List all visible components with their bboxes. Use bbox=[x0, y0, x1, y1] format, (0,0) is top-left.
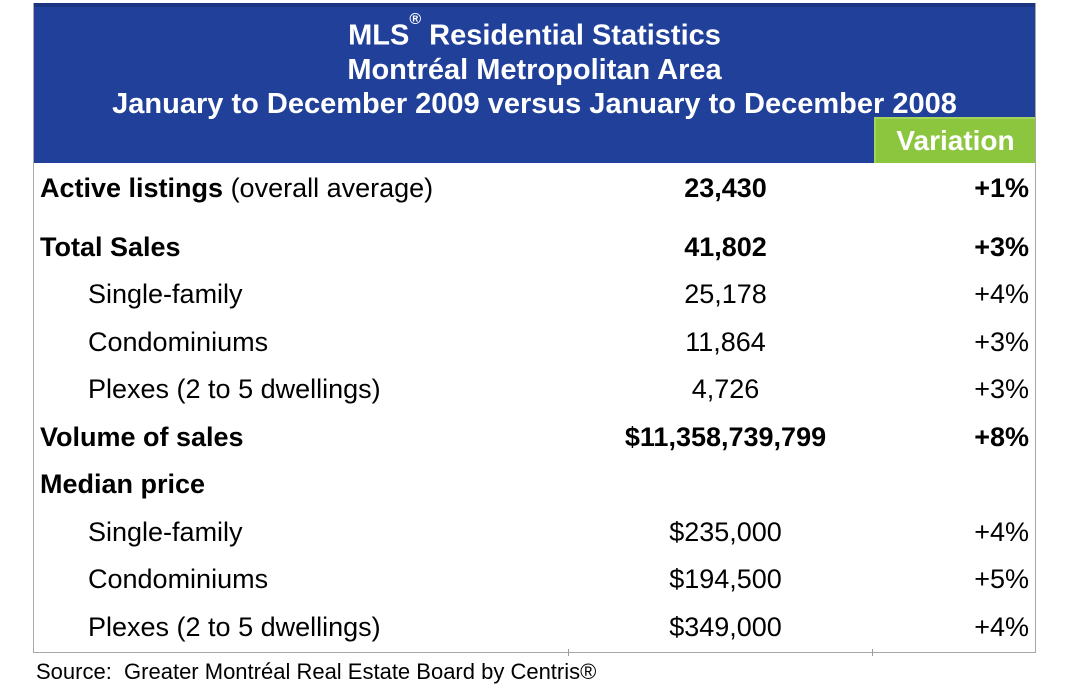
registered-trademark-sup: ® bbox=[409, 11, 422, 28]
table-row-sales-condominiums: Condominiums 11,864 +3% bbox=[34, 319, 1035, 367]
value-cell: 41,802 bbox=[684, 231, 767, 262]
row-label-cell: Median price bbox=[34, 469, 574, 500]
title-line-2: Montréal Metropolitan Area bbox=[347, 53, 722, 86]
variation-cell: +3% bbox=[974, 374, 1029, 405]
value-cell: 25,178 bbox=[684, 279, 767, 310]
row-label-cell: Plexes (2 to 5 dwellings) bbox=[34, 612, 574, 643]
table-row-median-condominiums: Condominiums $194,500 +5% bbox=[34, 556, 1035, 604]
table-row-sales-plexes: Plexes (2 to 5 dwellings) 4,726 +3% bbox=[34, 366, 1035, 414]
value-cell: 11,864 bbox=[685, 326, 766, 357]
mls-statistics-table: MLS® Residential Statistics Montréal Met… bbox=[33, 3, 1036, 656]
source-note: Source: Greater Montréal Real Estate Boa… bbox=[36, 659, 597, 684]
row-label: Total Sales bbox=[40, 231, 181, 262]
variation-cell: +3% bbox=[974, 231, 1029, 262]
title-line-1: MLS® Residential Statistics bbox=[34, 11, 1035, 53]
row-label: Active listings bbox=[40, 173, 224, 204]
table-header: MLS® Residential Statistics Montréal Met… bbox=[34, 3, 1035, 163]
variation-cell: +4% bbox=[974, 279, 1029, 310]
row-label: Single-family bbox=[88, 279, 243, 310]
table-row-median-plexes: Plexes (2 to 5 dwellings) $349,000 +4% bbox=[34, 604, 1035, 652]
title-line-3: January to December 2009 versus January … bbox=[112, 87, 957, 120]
row-label: Median price bbox=[40, 469, 206, 500]
value-cell: $194,500 bbox=[669, 564, 782, 595]
value-cell: $11,358,739,799 bbox=[624, 421, 827, 452]
table-row-total-sales: Total Sales 41,802 +3% bbox=[34, 224, 1035, 272]
variation-column-header: Variation bbox=[874, 117, 1035, 163]
title-residential: Residential Statistics bbox=[421, 19, 721, 52]
table-row-median-single-family: Single-family $235,000 +4% bbox=[34, 509, 1035, 557]
row-label: Volume of sales bbox=[40, 421, 244, 452]
value-cell: 4,726 bbox=[691, 374, 760, 405]
row-label-cell: Single-family bbox=[34, 279, 574, 310]
table-body: Active listings (overall average) 23,430… bbox=[34, 163, 1035, 651]
title-mls: MLS bbox=[348, 19, 410, 52]
value-cell: $349,000 bbox=[669, 611, 782, 642]
value-cell: 23,430 bbox=[684, 173, 767, 204]
table-row-volume-of-sales: Volume of sales $11,358,739,799 +8% bbox=[34, 414, 1035, 462]
row-label-cell: Total Sales bbox=[34, 232, 574, 263]
value-cell: $235,000 bbox=[669, 516, 782, 547]
variation-cell: +1% bbox=[974, 173, 1029, 204]
row-label-cell: Single-family bbox=[34, 517, 574, 548]
table-row-active-listings: Active listings (overall average) 23,430… bbox=[34, 165, 1035, 213]
variation-cell: +5% bbox=[974, 564, 1029, 595]
variation-header-row: Variation bbox=[34, 117, 1035, 163]
variation-cell: +8% bbox=[974, 421, 1029, 452]
table-row-sales-single-family: Single-family 25,178 +4% bbox=[34, 271, 1035, 319]
row-label-cell: Active listings (overall average) bbox=[34, 173, 574, 204]
row-label-cell: Plexes (2 to 5 dwellings) bbox=[34, 374, 574, 405]
row-label-cell: Volume of sales bbox=[34, 422, 574, 453]
row-label-cell: Condominiums bbox=[34, 564, 574, 595]
column-divider-tick bbox=[568, 649, 569, 656]
row-label: Condominiums bbox=[88, 326, 269, 357]
row-label: Plexes (2 to 5 dwellings) bbox=[88, 374, 381, 405]
column-divider-tick bbox=[872, 649, 873, 656]
variation-cell: +3% bbox=[974, 326, 1029, 357]
variation-cell: +4% bbox=[974, 611, 1029, 642]
table-title: MLS® Residential Statistics Montréal Met… bbox=[34, 7, 1035, 120]
row-label: Condominiums bbox=[88, 564, 269, 595]
row-label: Single-family bbox=[88, 516, 243, 547]
table-row-median-price: Median price bbox=[34, 461, 1035, 509]
row-label-note: (overall average) bbox=[223, 173, 434, 204]
row-label: Plexes (2 to 5 dwellings) bbox=[88, 611, 381, 642]
row-label-cell: Condominiums bbox=[34, 327, 574, 358]
variation-cell: +4% bbox=[974, 516, 1029, 547]
